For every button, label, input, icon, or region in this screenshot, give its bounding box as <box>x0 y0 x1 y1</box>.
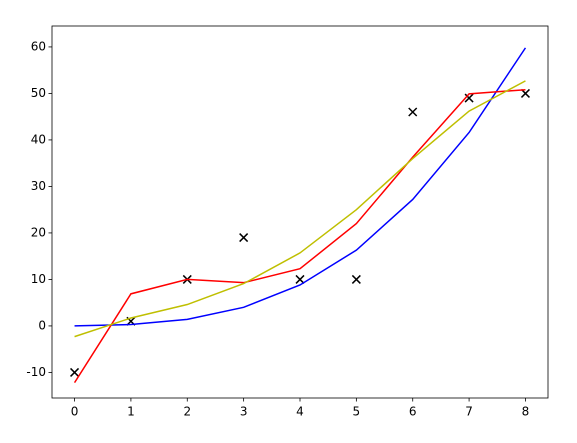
scatter-point <box>464 93 474 103</box>
line <box>74 47 527 327</box>
scatter-point <box>408 107 418 117</box>
y-tick-label: 10 <box>31 272 46 286</box>
x-tick-label: 5 <box>353 405 361 419</box>
y-tick-label: 0 <box>38 318 46 332</box>
plot-frame <box>51 25 549 399</box>
line <box>74 80 526 338</box>
y-tick-label: 50 <box>31 86 46 100</box>
line <box>73 88 526 384</box>
x-tick-label: 6 <box>409 405 417 419</box>
y-tick-label: -10 <box>26 365 46 379</box>
x-tick-label: 2 <box>183 405 191 419</box>
scatter-point <box>520 88 530 98</box>
scatter-point <box>239 233 249 243</box>
x-tick-label: 3 <box>240 405 248 419</box>
x-tick-label: 7 <box>465 405 473 419</box>
x-tick-label: 0 <box>71 405 79 419</box>
x-tick-label: 8 <box>522 405 530 419</box>
y-tick-label: 60 <box>31 39 46 53</box>
x-tick-label: 4 <box>296 405 304 419</box>
scatter-point <box>295 274 305 284</box>
scatter-point <box>351 274 361 284</box>
y-tick-label: 20 <box>31 225 46 239</box>
y-tick-label: 40 <box>31 132 46 146</box>
y-tick-label: 30 <box>31 179 46 193</box>
x-tick-label: 1 <box>127 405 135 419</box>
scatter-point <box>70 367 80 377</box>
